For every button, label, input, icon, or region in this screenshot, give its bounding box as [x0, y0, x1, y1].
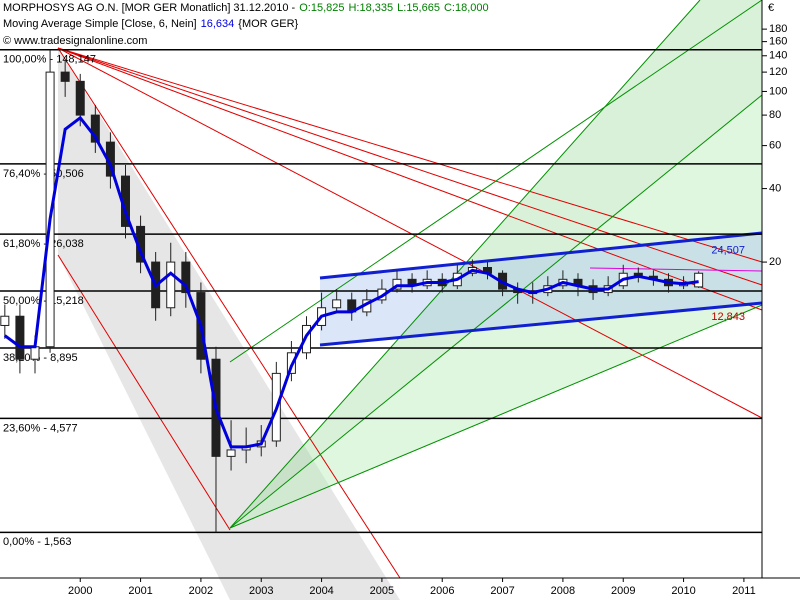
- ohlc-value: L:15,665: [397, 2, 440, 14]
- y-tick-label: 60: [769, 140, 781, 152]
- currency: €: [768, 2, 774, 14]
- ohlc-value: C:18,000: [444, 2, 489, 14]
- candle-body: [75, 80, 85, 116]
- y-tick-label: 160: [769, 36, 787, 48]
- copyright: © www.tradesignalonline.com: [3, 35, 147, 47]
- x-tick-label: 2006: [430, 585, 454, 597]
- indicator-label: Moving Average Simple [Close, 6, Nein]: [3, 18, 197, 30]
- levels: 100,00% - 148,147 76,40% - 50,506 61,80% -…: [0, 49, 762, 548]
- y-tick-label: 80: [769, 109, 781, 121]
- candle-body: [60, 71, 70, 82]
- y-tick-label: 120: [769, 66, 787, 78]
- moving-average: [3, 115, 699, 449]
- x-tick-label: 2002: [189, 585, 213, 597]
- level-label: 100,00% - 148,147: [3, 54, 96, 66]
- y-tick-label: 40: [769, 182, 781, 194]
- x-tick-label: 2008: [551, 585, 575, 597]
- x-tick-label: 2010: [671, 585, 695, 597]
- candle-body: [15, 315, 25, 360]
- level-label: 61,80% - 26,038: [3, 238, 84, 250]
- candle-body: [694, 272, 704, 288]
- x-tick-label: 2005: [370, 585, 394, 597]
- y-tick-label: 140: [769, 50, 787, 62]
- candle-body: [0, 315, 10, 326]
- x-tick-label: 2009: [611, 585, 635, 597]
- y-tick-label: 180: [769, 23, 787, 35]
- channel-area: [320, 233, 762, 345]
- candle-body: [301, 324, 311, 354]
- y-tick-label: 100: [769, 85, 787, 97]
- x-tick-label: 2003: [249, 585, 273, 597]
- channel-label: 24,507: [711, 244, 745, 256]
- x-tick-label: 2011: [732, 585, 756, 597]
- x-tick-label: 2001: [128, 585, 152, 597]
- x-tick-label: 2000: [68, 585, 92, 597]
- indicator-value: 16,634: [201, 18, 235, 30]
- green-fan: [230, 0, 762, 528]
- level-label: 76,40% - 50,506: [3, 168, 84, 180]
- x-tick-label: 2004: [309, 585, 333, 597]
- y-tick-label: 20: [769, 256, 781, 268]
- plot: [0, 49, 704, 533]
- channel-lines: [319, 231, 763, 347]
- indicator-suffix: {MOR GER}: [238, 18, 298, 30]
- chart-title: MORPHOSYS AG O.N. [MOR GER Monatlich] 31…: [3, 2, 296, 14]
- candle-body: [332, 299, 342, 309]
- candle-body: [392, 278, 402, 290]
- ohlc-value: O:15,825: [299, 2, 344, 14]
- x-tick-label: 2007: [490, 585, 514, 597]
- level-label: 23,60% - 4,577: [3, 422, 78, 434]
- fan-area: [58, 48, 400, 600]
- candle-body: [90, 114, 100, 143]
- candle-body: [181, 261, 191, 294]
- candle-body: [45, 71, 55, 348]
- level-label: 0,00% - 1,563: [3, 536, 72, 548]
- candle-body: [166, 261, 176, 309]
- magenta-line: [589, 267, 763, 272]
- level-label: 38,20% - 8,895: [3, 352, 78, 364]
- ohlc-value: H:18,335: [348, 2, 393, 14]
- level-label: 50,00% - 15,218: [3, 295, 84, 307]
- candle-body: [226, 449, 236, 457]
- candle-body: [30, 346, 40, 360]
- channel-label: 12,843: [711, 311, 745, 323]
